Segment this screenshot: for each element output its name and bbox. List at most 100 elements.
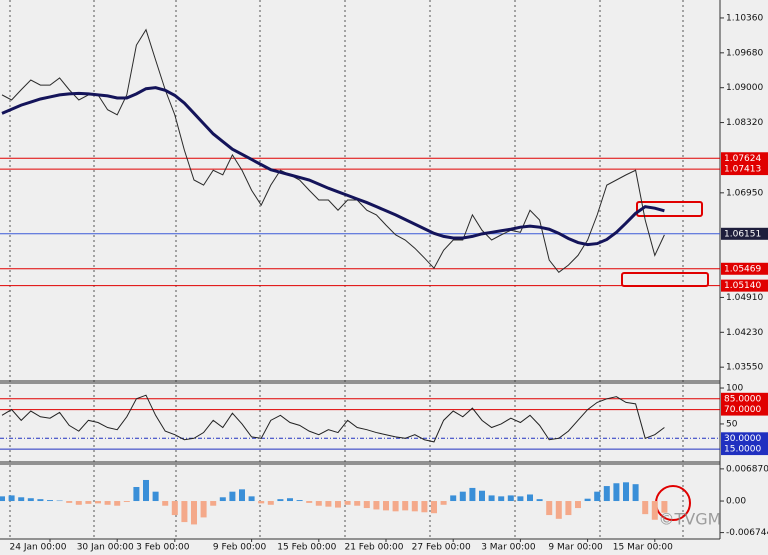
histogram-bar — [47, 500, 53, 502]
histogram-bar — [354, 501, 361, 506]
x-tick-label: 15 Mar 00:00 — [613, 543, 673, 553]
histogram-bar — [239, 489, 245, 502]
histogram-bar — [594, 491, 601, 502]
histogram-bar — [584, 498, 591, 502]
histogram-bar — [277, 499, 284, 502]
histogram-bar — [421, 501, 428, 513]
histogram-bar — [0, 496, 5, 502]
histogram-bar — [8, 495, 15, 502]
histogram-bar — [152, 491, 159, 502]
histogram-bar — [18, 497, 25, 502]
histogram-bar — [95, 501, 101, 504]
level-label: 1.06151 — [724, 229, 761, 239]
y-tick-label: 50 — [726, 419, 738, 429]
level-label: 1.07413 — [724, 165, 761, 175]
histogram-bar — [229, 491, 236, 502]
histogram-bar — [27, 498, 34, 502]
histogram-bar — [651, 501, 658, 520]
histogram-bar — [613, 483, 620, 502]
series-line — [1, 394, 665, 443]
histogram-bar — [104, 501, 111, 505]
histogram-bar — [411, 501, 418, 512]
histogram-bar — [143, 479, 149, 502]
level-label-box — [721, 279, 768, 292]
level-label-box — [721, 403, 768, 416]
y-tick-label: 1.09680 — [726, 48, 763, 58]
histogram-bar — [219, 497, 226, 502]
y-tick-label: -0.0067446 — [726, 528, 768, 538]
panel-frames — [0, 0, 721, 540]
y-tick-label: 0.00 — [726, 497, 746, 507]
histogram-bar — [431, 501, 437, 514]
histogram-bar — [267, 501, 274, 505]
series-line — [1, 28, 665, 274]
histogram-bar — [527, 494, 533, 502]
histogram-bar — [479, 490, 485, 502]
y-tick-label: 1.03550 — [726, 363, 763, 373]
histogram-bar — [344, 501, 351, 505]
y-tick-label: 1.06950 — [726, 188, 763, 198]
histogram-bar — [507, 495, 514, 502]
level-label-box — [721, 392, 768, 405]
histogram-bar — [642, 501, 649, 515]
histogram-bar — [191, 501, 197, 525]
level-label: 85.0000 — [724, 394, 761, 404]
x-tick-label: 3 Feb 00:00 — [136, 543, 190, 553]
histogram-bar — [383, 501, 389, 511]
histogram-bar — [450, 495, 457, 502]
histogram-bar — [392, 501, 399, 512]
histogram-bar — [37, 499, 44, 502]
x-tick-label: 30 Jan 00:00 — [77, 543, 134, 553]
histogram-bar — [536, 499, 543, 502]
histogram-bar — [325, 501, 332, 507]
histogram-bar — [200, 501, 207, 518]
histogram-bar — [603, 486, 610, 502]
series-line — [1, 86, 665, 247]
histogram-bar — [123, 501, 130, 502]
level-label: 1.05469 — [724, 264, 761, 274]
histogram-bar — [661, 501, 668, 513]
y-tick-label: 100 — [726, 384, 743, 394]
level-label: 1.07624 — [724, 154, 761, 164]
y-tick-label: 1.08320 — [726, 118, 763, 128]
x-tick-label: 9 Feb 00:00 — [213, 543, 267, 553]
histogram-bar — [171, 501, 178, 516]
histogram-bar — [488, 495, 495, 502]
level-label: 1.05140 — [724, 281, 761, 291]
level-label-box — [721, 443, 768, 456]
histogram-bar — [315, 501, 322, 506]
histogram-bar — [565, 501, 572, 516]
histogram-bar — [133, 486, 140, 502]
y-tick-label: 1.09000 — [726, 83, 763, 93]
histogram-bar — [287, 498, 293, 502]
level-label: 15.0000 — [724, 445, 761, 455]
y-tick-label: 1.04910 — [726, 293, 763, 303]
watermark: ©TVGM — [659, 510, 722, 529]
histogram-bar — [85, 501, 92, 504]
x-tick-label: 9 Mar 00:00 — [548, 543, 603, 553]
histogram-bar — [335, 501, 341, 508]
level-label-box — [721, 152, 768, 165]
histogram-bar — [114, 501, 121, 506]
histogram-bar — [306, 501, 313, 503]
x-tick-label: 15 Feb 00:00 — [277, 543, 336, 553]
histogram-bar — [469, 487, 476, 502]
x-tick-label: 3 Mar 00:00 — [481, 543, 536, 553]
histogram-bar — [373, 501, 380, 510]
y-tick-label: 0.0068709 — [726, 464, 768, 474]
histogram-bar — [632, 484, 639, 502]
y-tick-label: 1.04230 — [726, 328, 763, 338]
x-tick-label: 27 Feb 00:00 — [412, 543, 471, 553]
level-label: 70.0000 — [724, 405, 761, 415]
histogram-bar — [440, 501, 447, 505]
histogram-bar — [210, 501, 217, 506]
histogram-bar — [181, 501, 188, 523]
x-tick-label: 21 Feb 00:00 — [344, 543, 403, 553]
histogram-bar — [575, 501, 581, 509]
histogram-bar — [623, 482, 629, 502]
level-label-box — [721, 163, 768, 176]
histogram-bar — [258, 501, 265, 504]
